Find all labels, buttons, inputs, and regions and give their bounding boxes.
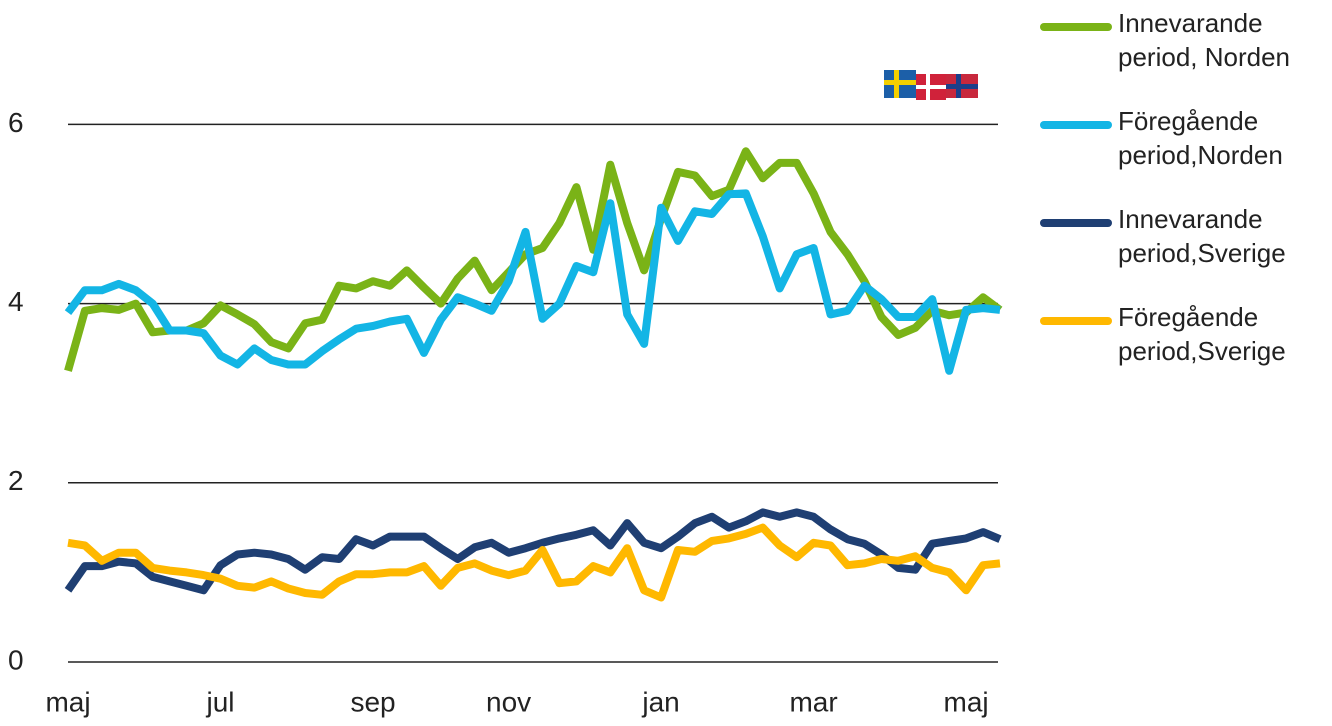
x-tick-label: nov xyxy=(486,686,531,717)
legend-swatch xyxy=(1040,121,1112,129)
y-tick-label: 4 xyxy=(8,286,24,317)
x-tick-label: jan xyxy=(641,686,679,717)
legend-label: Föregående period,Sverige xyxy=(1118,302,1286,366)
series-line xyxy=(64,189,1001,375)
series-line xyxy=(67,523,1001,602)
series-line xyxy=(64,147,1003,372)
x-tick-label: mar xyxy=(789,686,837,717)
x-tick-label: maj xyxy=(45,686,90,717)
x-tick-label: sep xyxy=(350,686,395,717)
y-tick-label: 0 xyxy=(8,644,24,675)
flags-icon xyxy=(884,70,978,100)
series-line xyxy=(64,508,1002,595)
legend-label: Innevarande period, Norden xyxy=(1118,8,1290,72)
x-tick-label: maj xyxy=(944,686,989,717)
legend-swatch xyxy=(1040,317,1112,325)
legend-label: Innevarande period,Sverige xyxy=(1118,204,1286,268)
x-tick-label: jul xyxy=(206,686,235,717)
legend-label: Föregående period,Norden xyxy=(1118,106,1283,170)
legend-swatch xyxy=(1040,23,1112,31)
y-tick-label: 6 xyxy=(8,107,24,138)
legend-swatch xyxy=(1040,219,1112,227)
y-tick-label: 2 xyxy=(8,465,24,496)
